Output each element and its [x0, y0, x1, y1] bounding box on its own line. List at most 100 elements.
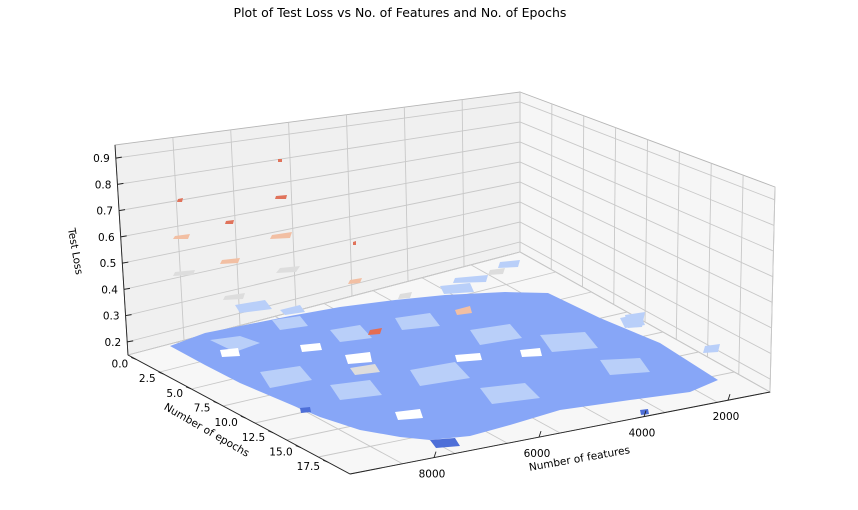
surface-patch	[210, 336, 260, 352]
surface-patch	[600, 358, 650, 375]
y-tick-mark	[185, 386, 192, 390]
surface-patch	[353, 241, 356, 245]
z-axis-ticks: 0.2 0.3 0.4 0.5 0.6 0.7 0.8 0.9	[93, 153, 134, 349]
surface-patch	[235, 300, 272, 313]
y-axis-ticks: 0.0 2.5 5.0 7.510.0 12.5 15.0 17.5	[112, 356, 329, 473]
surface-patch	[410, 362, 470, 386]
z-tick-mark	[127, 340, 134, 343]
z-tick-label: 0.4	[101, 284, 118, 296]
surface-patch	[173, 234, 190, 239]
y-tick-mark	[213, 401, 219, 404]
surface-patch	[177, 198, 183, 202]
y-tick-label: 2.5	[139, 373, 156, 385]
z-axis-line	[114, 144, 129, 356]
surface-patch	[276, 266, 300, 273]
x-tick-mark	[643, 410, 647, 417]
back-grid-line	[403, 107, 409, 282]
surface-patch	[330, 325, 372, 342]
surface-patch	[260, 366, 312, 388]
right-grid-line	[582, 115, 585, 288]
z-tick-label: 0.8	[95, 179, 112, 191]
surface-patch	[470, 324, 522, 345]
surface-patch	[278, 159, 282, 162]
surface-patch	[220, 258, 240, 264]
y-tick-mark	[131, 356, 137, 360]
surface-patch	[272, 316, 308, 330]
z-tick-label: 0.6	[98, 232, 115, 244]
surface-patch	[223, 293, 245, 300]
surface-patch	[453, 275, 488, 283]
surface-patch	[368, 328, 382, 335]
surface-patch	[350, 364, 380, 375]
surface-patch	[300, 407, 311, 413]
surface-patch	[173, 270, 195, 276]
x-tick-label: 6000	[524, 448, 551, 460]
z-tick-mark	[115, 156, 122, 159]
back-grid-line	[345, 114, 353, 297]
chart-title: Plot of Test Loss vs No. of Features and…	[234, 5, 567, 20]
surface-patch	[640, 409, 649, 415]
y-tick-label: 17.5	[297, 461, 320, 473]
loss-surface	[170, 159, 720, 448]
right-grid-line	[738, 175, 744, 375]
surface-patch	[395, 409, 423, 420]
surface-patch	[488, 268, 505, 275]
x-tick-label: 4000	[629, 428, 656, 440]
y-axis-line	[127, 354, 351, 475]
z-tick-mark	[122, 261, 129, 264]
z-tick-label: 0.3	[103, 311, 120, 323]
y-tick-label: 12.5	[242, 432, 265, 444]
z-tick-mark	[125, 314, 132, 317]
z-tick-label: 0.2	[104, 337, 121, 349]
back-grid-line	[230, 129, 241, 326]
x-tick-label: 2000	[713, 411, 740, 423]
y-tick-label: 7.5	[194, 402, 211, 414]
y-tick-label: 10.0	[214, 417, 237, 429]
z-tick-mark	[123, 287, 131, 290]
x-axis-ticks: 8000 6000 4000 2000	[419, 394, 740, 481]
y-tick-mark	[240, 415, 247, 419]
y-tick-mark	[322, 459, 329, 463]
surface-patch	[455, 306, 472, 315]
surface-patch	[395, 313, 440, 330]
surface-patch	[348, 278, 362, 284]
surface-patch	[275, 195, 287, 199]
surface-patch	[345, 352, 372, 364]
surface-patch	[430, 438, 460, 448]
surface-patch	[480, 383, 540, 404]
x-axis-line	[349, 391, 771, 475]
surface-patch	[398, 292, 412, 299]
right-grid-line	[769, 186, 776, 393]
back-grid-line	[288, 122, 297, 311]
surface-patch	[280, 305, 305, 315]
axes	[114, 144, 771, 475]
right-grid-line	[550, 103, 553, 270]
x-tick-mark	[538, 430, 542, 438]
back-grid-line	[461, 99, 465, 267]
right-grid-line	[675, 151, 680, 340]
surface-patch	[440, 283, 474, 294]
y-tick-label: 15.0	[269, 447, 292, 459]
surface-patch	[498, 260, 520, 268]
z-tick-mark	[118, 209, 126, 212]
z-tick-label: 0.9	[93, 153, 110, 165]
z-tick-mark	[120, 235, 127, 238]
surface-patch	[225, 220, 234, 224]
z-tick-mark	[117, 182, 124, 185]
surface-patch	[540, 332, 598, 352]
surface-patch	[220, 348, 240, 357]
x-tick-mark	[727, 394, 731, 401]
right-grid-line	[613, 127, 617, 305]
y-tick-label: 0.0	[112, 358, 129, 370]
surface-patch	[330, 380, 382, 400]
surface-patch	[270, 232, 292, 239]
surface-patch	[520, 348, 542, 357]
surface-patch	[703, 344, 720, 353]
x-tick-label: 8000	[419, 469, 446, 481]
z-axis-label: Test Loss	[65, 226, 85, 275]
surface-patch	[455, 353, 482, 362]
y-tick-mark	[158, 371, 164, 375]
right-grid-line	[707, 163, 712, 358]
z-tick-label: 0.5	[100, 258, 117, 270]
